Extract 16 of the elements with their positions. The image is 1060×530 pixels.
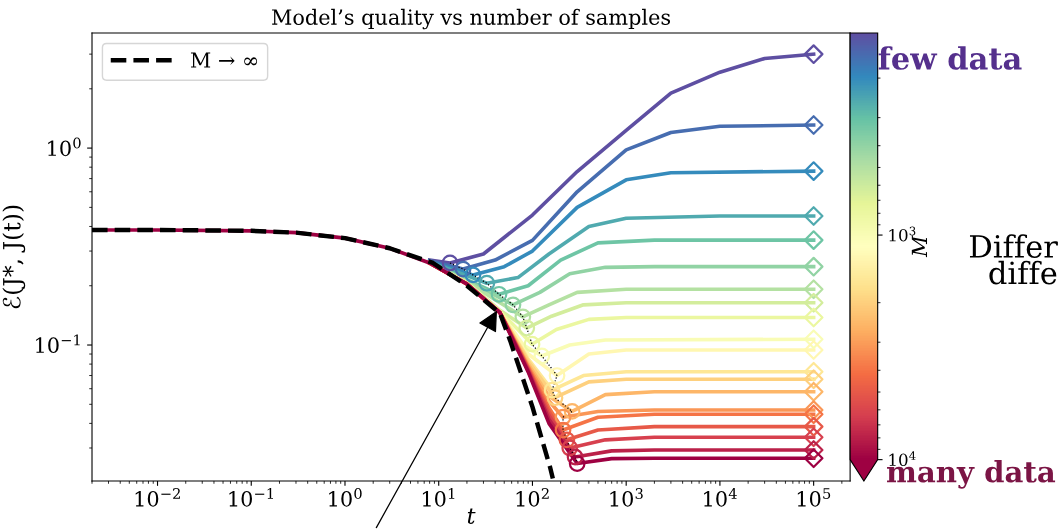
chart-title: Model’s quality vs number of samples [272, 8, 671, 30]
legend-label: M → ∞ [190, 52, 258, 68]
x-tick-label: 10$^{−1}$ [229, 487, 274, 507]
x-tick-label: 10$^{4}$ [704, 487, 737, 507]
text: Differ [969, 234, 1058, 258]
text: few data [878, 46, 1022, 70]
x-tick-label: 10$^{5}$ [797, 488, 831, 507]
color-bar-label: 10$^{4}$ [889, 451, 916, 467]
x-tick-label: 10$^{3}$ [610, 487, 643, 507]
x-tick-label: 10$^{0}$ [329, 487, 362, 507]
x-tick-label: 10$^{2}$ [516, 487, 549, 507]
y-axis-title: ℰ(J*, J(t)) [2, 205, 26, 309]
x-tick-label: 10$^{1}$ [422, 487, 455, 507]
x-tick-label: 10$^{−2}$ [135, 487, 180, 507]
text: diffe [989, 260, 1057, 285]
x-axis-title: t [467, 508, 476, 524]
